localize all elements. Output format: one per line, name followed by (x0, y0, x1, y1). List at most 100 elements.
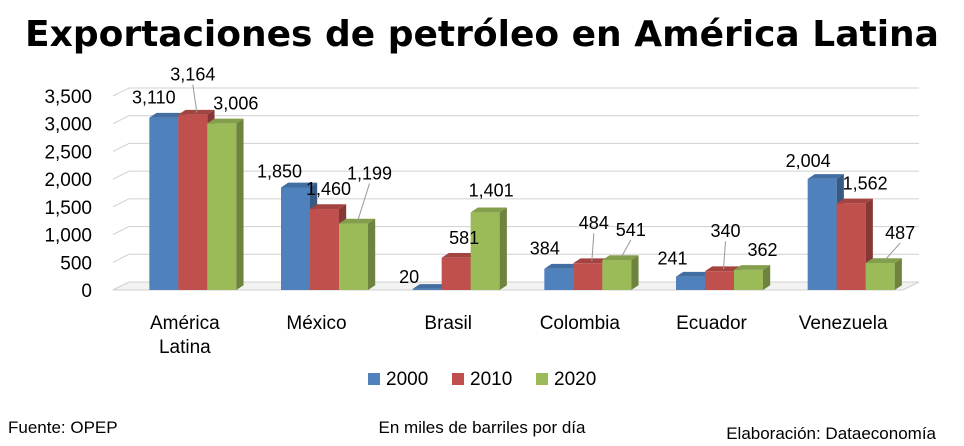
bar-top-2020-5 (865, 258, 902, 264)
axes: 0 500 1,000 1,500 2,000 2,500 3,000 3,500 Améric… (44, 87, 888, 358)
bar-side-2020-2 (499, 207, 507, 290)
category-label: Venezuela (799, 313, 888, 334)
data-label-2020-5: 487 (885, 223, 915, 243)
bar-2010-3 (573, 263, 603, 290)
y-tick-label: 3,500 (44, 87, 92, 108)
bar-2020-2 (470, 212, 500, 290)
bar-top-2010-5 (836, 198, 873, 204)
y-tick-label: 3,000 (44, 115, 92, 136)
label-leader (883, 242, 901, 262)
data-label-2020-2: 1,401 (469, 180, 514, 200)
y-tick-label: 2,000 (44, 170, 92, 191)
bar-top-2010-1 (310, 204, 347, 210)
bar-2010-1 (310, 209, 339, 290)
bar-top-2020-3 (602, 255, 639, 261)
legend-label-2010: 2010 (470, 369, 512, 390)
label-leader (723, 241, 726, 270)
data-label-2000-4: 241 (657, 249, 687, 269)
bar-top-2000-2 (412, 284, 449, 289)
legend-label-2000: 2000 (386, 369, 428, 390)
bar-2010-2 (441, 257, 471, 290)
data-label-2010-5: 1,562 (843, 173, 888, 193)
data-label-2010-3: 484 (579, 213, 609, 233)
bar-2020-3 (602, 260, 632, 290)
chart-title: Exportaciones de petróleo en América Lat… (25, 14, 939, 55)
bar-top-2000-0 (149, 112, 186, 118)
legend-swatch-2020 (536, 373, 548, 385)
category-label: Latina (159, 337, 211, 358)
data-label-2010-2: 581 (449, 228, 479, 248)
bar-top-2000-1 (281, 182, 318, 188)
data-label-2020-4: 362 (747, 240, 777, 260)
bar-side-2020-3 (631, 255, 639, 290)
category-label: América (150, 313, 220, 334)
credit-note: Elaboración: Dataeconomía (726, 424, 936, 443)
gridline-side (112, 253, 130, 263)
gridline-side (112, 226, 130, 236)
bar-2000-5 (807, 178, 837, 290)
data-label-2000-5: 2,004 (786, 151, 831, 171)
bar-top-2020-0 (207, 118, 244, 124)
bar-top-2020-2 (470, 207, 507, 213)
bars (149, 109, 902, 291)
bar-top-2020-1 (339, 218, 376, 224)
label-leader (620, 239, 632, 259)
data-label-2020-3: 541 (616, 220, 646, 240)
data-label-2020-1: 1,199 (347, 164, 392, 184)
gridline-side (112, 87, 130, 97)
bar-2020-5 (865, 263, 895, 290)
gridline-side (112, 170, 130, 180)
unit-note: En miles de barriles por día (379, 418, 586, 437)
bar-top-2000-4 (676, 271, 713, 277)
bar-top-2020-4 (734, 265, 771, 270)
label-leader (192, 84, 198, 113)
category-label: Ecuador (676, 313, 747, 334)
gridline-side (112, 198, 130, 208)
gridline-side (112, 142, 130, 152)
gridline-side (112, 115, 130, 125)
bar-2000-0 (149, 117, 179, 290)
data-label-2000-0: 3,110 (132, 88, 176, 108)
bar-side-2020-0 (236, 118, 244, 290)
bar-2020-1 (339, 223, 368, 290)
data-label-2000-2: 20 (399, 267, 419, 287)
bar-side-2020-5 (894, 258, 902, 290)
y-tick-label: 0 (81, 281, 92, 302)
bar-2020-0 (207, 123, 237, 290)
bar-top-2010-2 (441, 252, 478, 258)
y-tick-label: 1,500 (44, 198, 92, 219)
legend-swatch-2000 (368, 373, 380, 385)
bar-top-2000-3 (544, 263, 581, 269)
bar-side-2020-4 (763, 265, 771, 290)
legend-swatch-2010 (452, 373, 464, 385)
bar-side-2020-1 (368, 218, 376, 290)
bar-2020-4 (734, 269, 763, 290)
source-note: Fuente: OPEP (8, 418, 118, 437)
bar-2000-3 (544, 268, 574, 290)
data-label-2020-0: 3,006 (213, 93, 258, 113)
data-label-2010-4: 340 (710, 221, 740, 241)
bar-top-2000-5 (807, 174, 844, 179)
y-tick-label: 1,000 (44, 226, 92, 247)
bar-2000-1 (281, 187, 310, 290)
category-label: Brasil (424, 313, 472, 334)
bar-2010-5 (836, 203, 866, 290)
y-tick-label: 2,500 (44, 142, 92, 163)
data-label-2010-1: 1,460 (306, 179, 351, 199)
data-label-2000-3: 384 (530, 239, 560, 259)
y-tick-label: 500 (60, 253, 92, 274)
legend: 2000 2010 2020 (368, 369, 596, 390)
label-leader (357, 183, 370, 222)
data-label-2000-1: 1,850 (257, 161, 302, 181)
bar-2000-4 (676, 276, 705, 290)
category-label: México (286, 313, 346, 334)
data-label-2010-0: 3,164 (170, 65, 215, 85)
category-label: Colombia (540, 313, 621, 334)
label-leader (591, 233, 595, 262)
bar-2000-2 (412, 288, 442, 290)
bar-2010-0 (178, 114, 208, 291)
bar-2010-4 (705, 271, 734, 290)
legend-label-2020: 2020 (554, 369, 596, 390)
